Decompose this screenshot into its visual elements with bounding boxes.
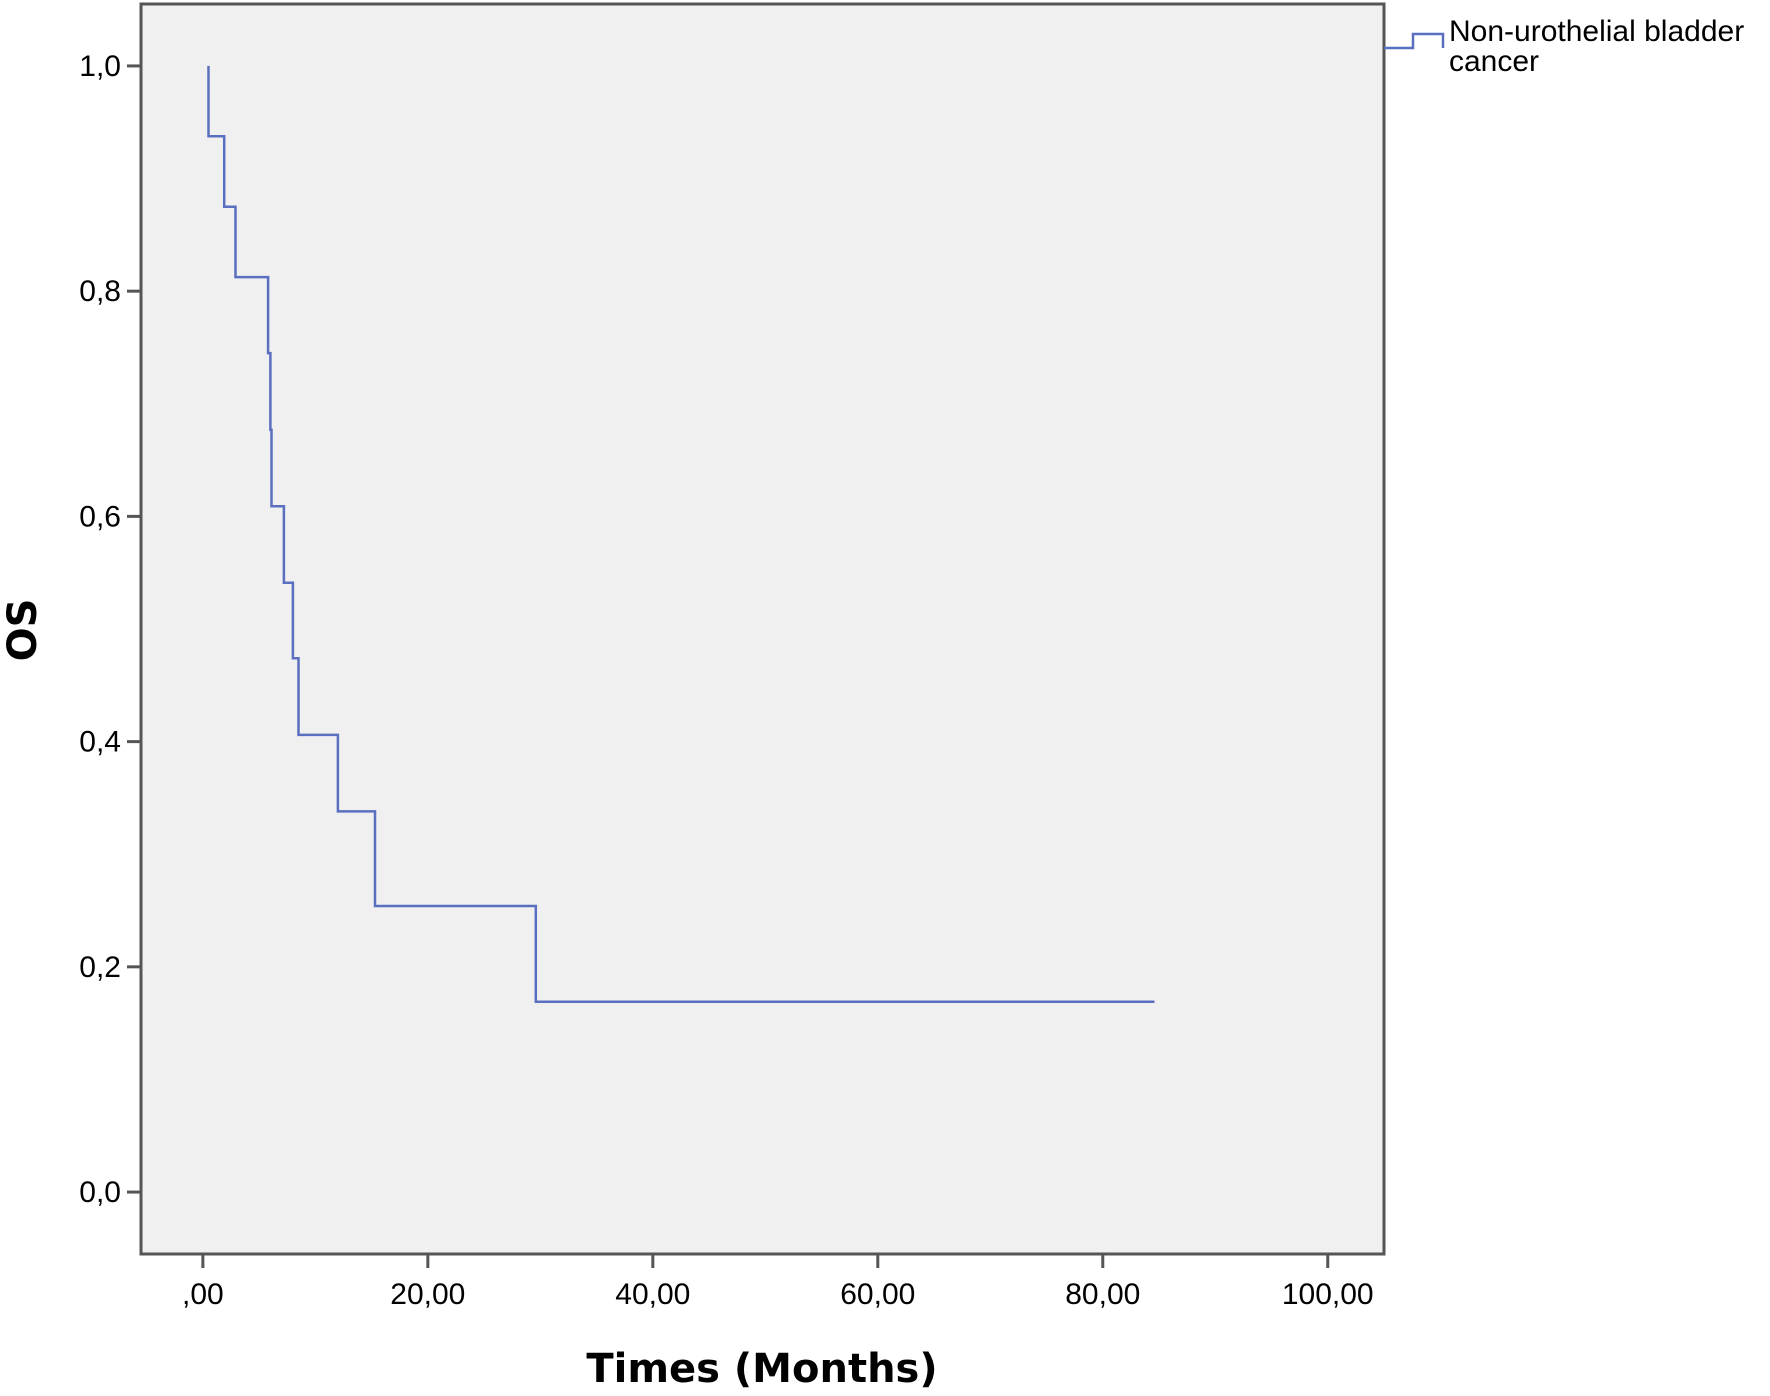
x-tick-label: 60,00	[840, 1278, 915, 1311]
y-tick-label: 0,0	[79, 1176, 121, 1209]
y-tick-label: 0,2	[79, 951, 121, 984]
x-tick-label: 40,00	[615, 1278, 690, 1311]
y-axis: 0,0 0,2 0,4 0,6 0,8 1,0	[79, 50, 141, 1209]
y-tick-label: 0,4	[79, 726, 121, 759]
y-tick-label: 1,0	[79, 50, 121, 83]
plot-background	[139, 2, 1386, 1256]
x-tick-label: ,00	[182, 1278, 224, 1311]
legend-label-line2: cancer	[1449, 45, 1539, 78]
legend-label-line1: Non-urothelial bladder	[1449, 15, 1744, 48]
survival-curve-line	[207, 65, 1155, 1003]
x-tick-label: 20,00	[390, 1278, 465, 1311]
x-tick-label: 80,00	[1065, 1278, 1140, 1311]
x-tick-label: 100,00	[1282, 1278, 1374, 1311]
legend-step-icon	[1384, 32, 1445, 50]
y-axis-title: OS	[0, 599, 46, 662]
y-tick-label: 0,6	[79, 500, 121, 533]
x-axis: ,00 20,00 40,00 60,00 80,00 100,00	[182, 1254, 1374, 1311]
x-axis-title: Times (Months)	[586, 1346, 937, 1392]
y-tick-label: 0,8	[79, 275, 121, 308]
legend: Non-urothelial bladder cancer	[1384, 15, 1744, 78]
